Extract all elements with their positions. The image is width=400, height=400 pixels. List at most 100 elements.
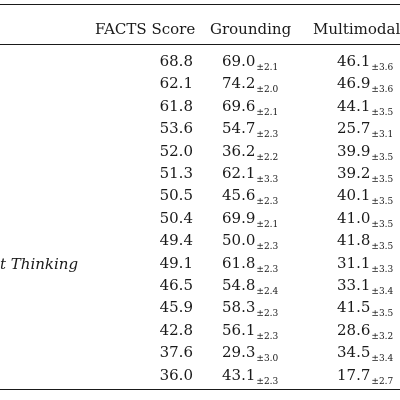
multimodal-value: 41.0 [337,209,371,227]
grounding-value: 45.6 [222,186,256,204]
facts-score-cell: 50.4 [159,209,193,227]
grounding-error: ±2.3 [256,377,279,387]
multimodal-value: 41.5 [337,298,371,316]
multimodal-error: ±3.1 [371,130,394,140]
grounding-cell: 45.6±2.3 [222,186,279,207]
grounding-value: 74.2 [222,74,256,92]
grounding-value: 69.6 [222,97,256,115]
grounding-value: 69.9 [222,209,256,227]
grounding-value: 36.2 [222,142,256,160]
facts-score-cell: 52.0 [159,142,193,160]
multimodal-cell: 39.9±3.5 [337,142,394,163]
multimodal-value: 34.5 [337,343,371,361]
multimodal-cell: 25.7±3.1 [337,119,394,140]
facts-score-cell: 42.8 [159,321,193,339]
multimodal-value: 40.1 [337,186,371,204]
grounding-error: ±2.3 [256,130,279,140]
multimodal-cell: 40.1±3.5 [337,186,393,207]
facts-score-cell: 68.8 [159,52,193,70]
row-label: t Thinking [0,255,79,273]
grounding-cell: 69.6±2.1 [222,97,278,118]
grounding-value: 54.7 [222,119,256,137]
grounding-cell: 69.0±2.1 [222,52,279,73]
multimodal-cell: 41.5±3.5 [337,298,394,319]
header-rule [0,44,400,45]
grounding-value: 43.1 [222,366,256,384]
grounding-value: 56.1 [222,321,256,339]
multimodal-error: ±3.2 [371,332,394,342]
multimodal-cell: 46.9±3.6 [337,74,393,95]
grounding-value: 61.8 [222,254,256,272]
multimodal-value: 17.7 [337,366,371,384]
grounding-cell: 61.8±2.3 [222,254,279,275]
multimodal-cell: 39.2±3.5 [337,164,394,185]
grounding-cell: 36.2±2.2 [222,142,278,163]
grounding-error: ±2.3 [256,332,279,342]
grounding-error: ±2.0 [256,85,279,95]
facts-score-cell: 46.5 [159,276,193,294]
grounding-cell: 56.1±2.3 [222,321,279,342]
table-bottom-rule [0,389,400,390]
table-top-rule [0,4,400,5]
multimodal-cell: 44.1±3.5 [337,97,393,118]
grounding-error: ±2.3 [256,197,279,207]
multimodal-value: 39.9 [337,142,371,160]
header-facts-score: FACTS Score [95,20,196,38]
multimodal-cell: 17.7±2.7 [337,366,394,387]
multimodal-value: 39.2 [337,164,371,182]
multimodal-error: ±3.5 [371,242,394,252]
facts-score-cell: 45.9 [159,298,193,316]
multimodal-error: ±2.7 [371,377,394,387]
multimodal-cell: 41.0±3.5 [337,209,393,230]
multimodal-error: ±3.5 [371,309,394,319]
facts-score-cell: 36.0 [159,366,193,384]
multimodal-cell: 41.8±3.5 [337,231,394,252]
multimodal-error: ±3.4 [371,354,394,364]
multimodal-value: 41.8 [337,231,371,249]
facts-score-cell: 50.5 [159,186,193,204]
header-grounding: Grounding [210,20,292,38]
facts-score-cell: 49.1 [159,254,193,272]
multimodal-value: 33.1 [337,276,371,294]
grounding-cell: 29.3±3.0 [222,343,279,364]
grounding-error: ±3.0 [256,354,279,364]
facts-score-cell: 62.1 [159,74,193,92]
grounding-value: 58.3 [222,298,256,316]
multimodal-error: ±3.4 [371,287,394,297]
grounding-error: ±3.3 [256,175,279,185]
facts-score-cell: 49.4 [159,231,193,249]
multimodal-error: ±3.6 [371,63,394,73]
multimodal-error: ±3.3 [371,265,394,275]
grounding-cell: 54.7±2.3 [222,119,279,140]
facts-score-cell: 53.6 [159,119,193,137]
multimodal-cell: 46.1±3.6 [337,52,394,73]
multimodal-error: ±3.5 [371,153,394,163]
multimodal-value: 44.1 [337,97,371,115]
facts-score-cell: 37.6 [159,343,193,361]
grounding-cell: 74.2±2.0 [222,74,279,95]
grounding-value: 29.3 [222,343,256,361]
multimodal-value: 46.9 [337,74,371,92]
grounding-error: ±2.3 [256,309,279,319]
multimodal-cell: 34.5±3.4 [337,343,394,364]
multimodal-error: ±3.5 [371,175,394,185]
grounding-value: 62.1 [222,164,256,182]
multimodal-cell: 28.6±3.2 [337,322,394,342]
grounding-value: 54.8 [222,276,256,294]
multimodal-cell: 31.1±3.3 [337,255,394,275]
grounding-value: 69.0 [222,52,256,70]
multimodal-value: 25.7 [337,119,371,137]
multimodal-cell: 33.1±3.4 [337,276,394,297]
grounding-error: ±2.3 [256,242,279,252]
facts-score-cell: 61.8 [159,97,193,115]
grounding-cell: 62.1±3.3 [222,164,279,185]
grounding-cell: 58.3±2.3 [222,298,279,319]
grounding-cell: 54.8±2.4 [222,276,278,297]
header-multimodal: Multimodal [313,20,400,38]
facts-score-cell: 51.3 [159,164,193,182]
grounding-value: 50.0 [222,231,256,249]
grounding-cell: 43.1±2.3 [222,366,279,387]
multimodal-value: 46.1 [337,52,371,70]
grounding-error: ±2.1 [256,63,279,73]
grounding-error: ±2.3 [256,265,279,275]
